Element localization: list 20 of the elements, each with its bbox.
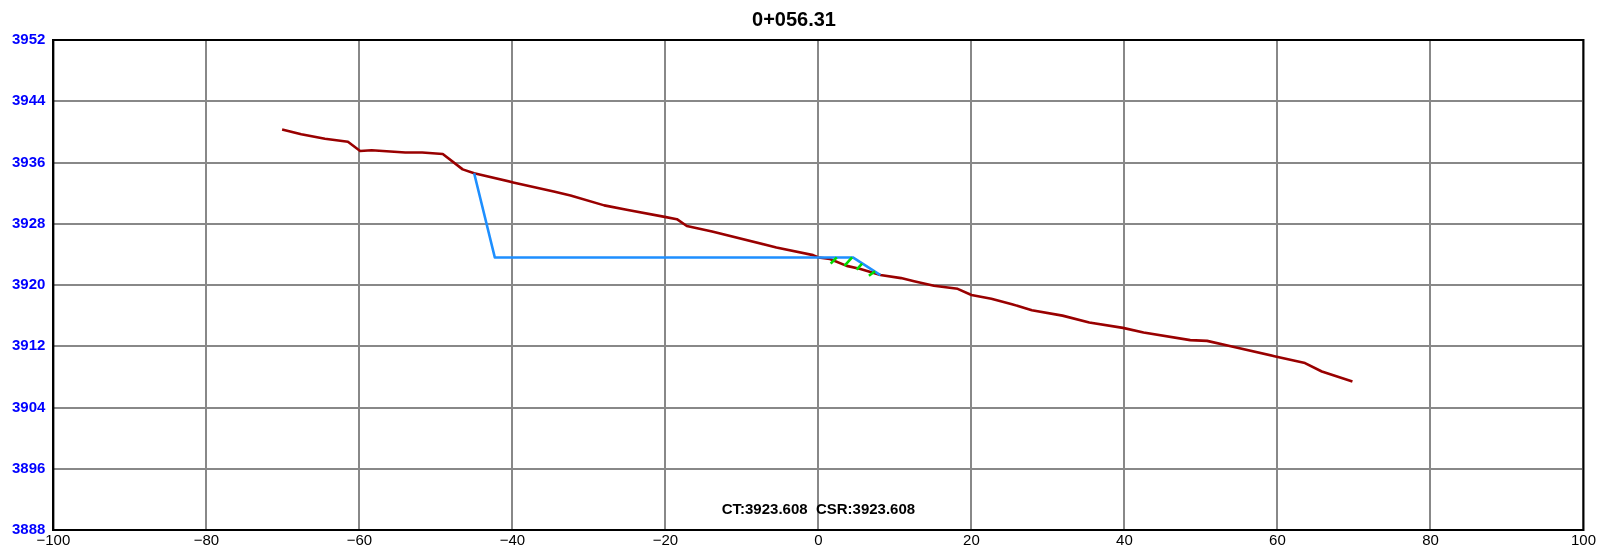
y-tick-label: 3920 [11,275,46,293]
y-tick-label: 3928 [11,213,46,231]
annotation: CT:3923.608 CSR:3923.608 [721,500,916,518]
y-tick-label: 3952 [11,30,46,48]
x-tick-label: 0 [814,531,823,549]
x-tick-label: 60 [1269,531,1286,549]
y-tick-label: 3936 [11,152,46,170]
x-tick-label: −40 [499,531,526,549]
x-tick-label: −60 [346,531,373,549]
chart-title: 0+056.31 [752,7,836,30]
y-tick-label: 3904 [11,397,47,415]
y-tick-label: 3896 [11,458,46,476]
y-tick-label: 3944 [11,91,47,109]
x-tick-label: −20 [652,531,679,549]
x-tick-label: −80 [193,531,220,549]
x-tick-label: 80 [1422,531,1439,549]
x-tick-label: 20 [963,531,980,549]
x-tick-label: 100 [1570,531,1596,549]
y-tick-label: 3912 [11,336,46,354]
x-tick-label: 40 [1116,531,1133,549]
